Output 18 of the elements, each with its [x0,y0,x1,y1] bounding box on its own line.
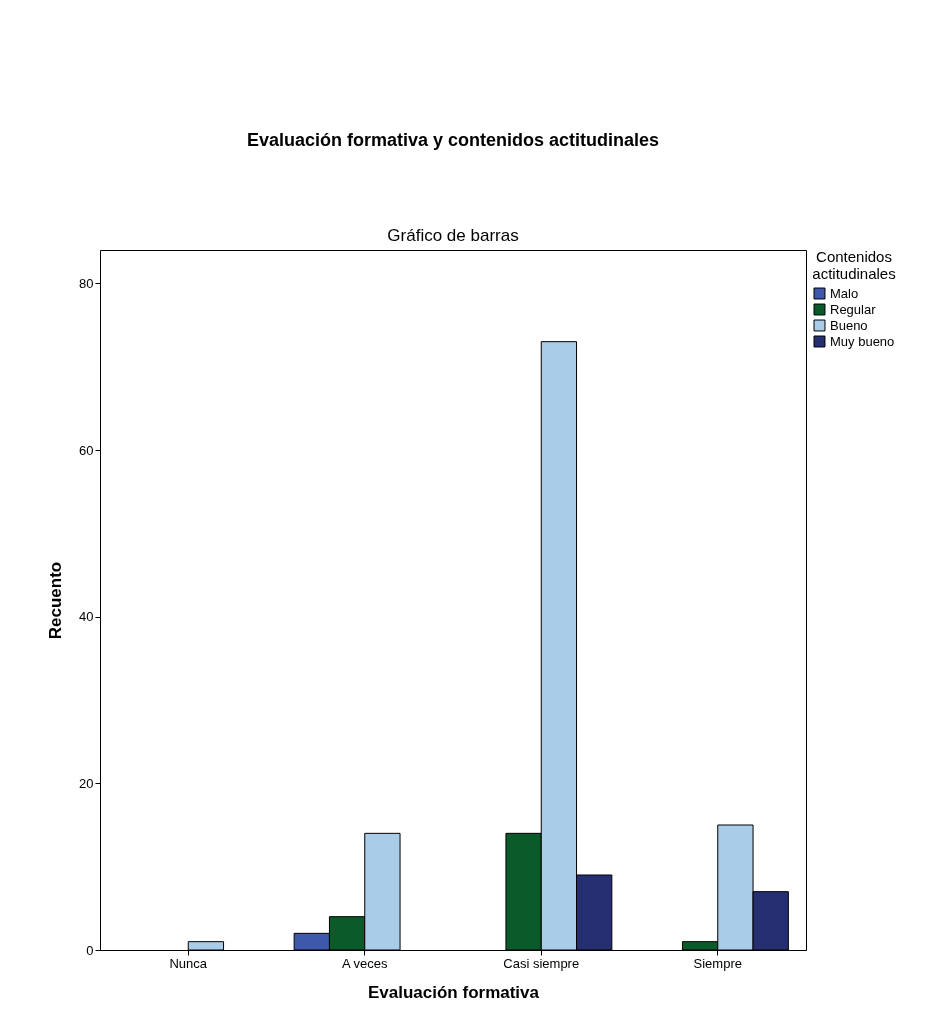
legend-label: Bueno [830,317,868,333]
legend-title: Contenidos actitudinales [812,248,896,282]
y-tick-label: 20 [79,775,94,791]
legend-label: Muy bueno [830,333,895,349]
x-tick-label: Nunca [169,955,208,971]
legend-label: Malo [830,285,859,301]
y-tick-label: 60 [79,442,94,458]
x-tick-label: Casi siempre [503,955,580,971]
chart-subtitle: Gráfico de barras [387,226,519,245]
y-tick-label: 40 [79,609,94,625]
y-tick-label: 0 [86,942,94,958]
x-tick-label: Siempre [693,955,742,971]
chart-title: Evaluación formativa y contenidos actitudinales [246,130,660,150]
legend-label: Regular [830,301,877,317]
y-axis-title: Recuento [46,561,66,640]
x-axis-title: Evaluación formativa [367,982,540,1002]
x-tick-label: A veces [341,955,389,971]
y-tick-label: 80 [79,275,94,291]
